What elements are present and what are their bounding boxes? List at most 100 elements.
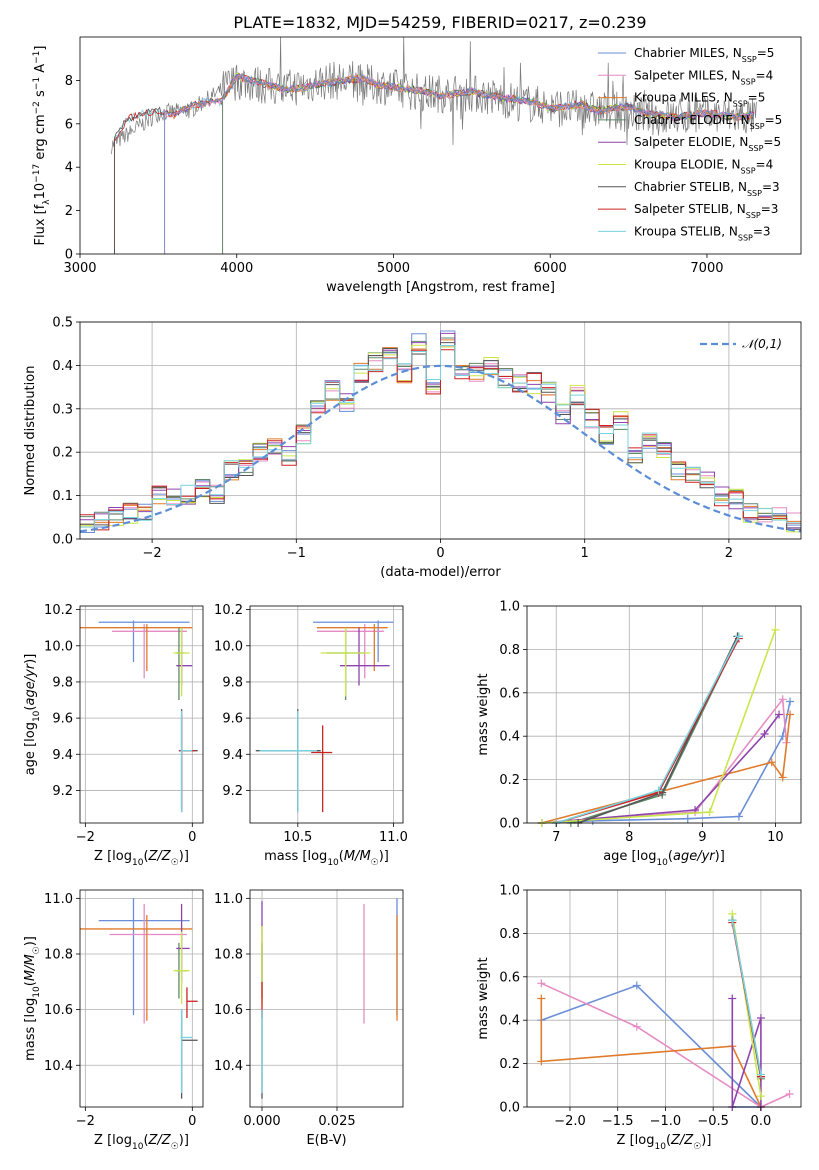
- point-kroupa-stelib: [259, 710, 317, 813]
- residuals-panel: −2 −1 0 1 2 0.0 0.1 0.2 0.3 0.4 0.5 (data-model)/er…: [23, 316, 802, 580]
- x-tick-label: 0.000: [243, 1114, 280, 1129]
- series-salpeter-elodie: [537, 710, 784, 827]
- age_vs_Z-panel: −2 0 9.2 9.4 9.6 9.8 10.0 10.2 Z [log10(Z/Z☉)] ag…: [23, 603, 204, 868]
- series-marker: [786, 697, 795, 706]
- series-kroupa-miles: [537, 710, 795, 827]
- series-marker: [771, 625, 780, 634]
- y-tick-label: 0.3: [52, 402, 73, 417]
- y-tick-label: 0.2: [52, 446, 73, 461]
- point-kroupa-miles: [80, 915, 193, 1021]
- series-marker: [734, 812, 743, 821]
- age_vs_mass-grid: [250, 606, 403, 823]
- legend-entry: Kroupa ELODIE, NSSP=4: [634, 158, 773, 176]
- x-tick-label: −1.5: [602, 1114, 634, 1129]
- y-tick-label: 11.0: [214, 892, 243, 907]
- x-tick-label: 11.0: [379, 830, 408, 845]
- point-salpeter-miles: [112, 624, 187, 679]
- legend-entry: Salpeter STELIB, NSSP=3: [634, 202, 778, 220]
- observed-spectrum: [110, 37, 758, 155]
- spectrum-frame: [79, 36, 802, 255]
- x-tick-label: 1: [581, 546, 589, 561]
- y-tick-label: 0.8: [499, 927, 520, 942]
- legend-entry: Salpeter ELODIE, NSSP=5: [634, 135, 781, 153]
- figure-title: PLATE=1832, MJD=54259, FIBERID=0217, z=0…: [233, 13, 646, 32]
- y-tick-label: 2: [65, 204, 73, 219]
- series-marker: [537, 1057, 546, 1066]
- y-axis-label: age [log10(age/yr)]: [23, 654, 42, 776]
- y-tick-label: 10.4: [44, 1059, 73, 1074]
- y-tick-label: 0.4: [499, 1014, 520, 1029]
- y-tick-label: 9.6: [222, 712, 243, 727]
- y-tick-label: 10.2: [44, 603, 73, 618]
- y-tick-label: 10.8: [44, 947, 73, 962]
- y-tick-label: 10.2: [214, 603, 243, 618]
- x-axis-label: mass [log10(M/M☉)]: [264, 849, 389, 868]
- series-marker: [760, 730, 769, 739]
- series-line: [540, 998, 762, 1108]
- y-tick-label: 0.5: [52, 316, 73, 331]
- x-tick-label: 0.0: [751, 1114, 772, 1129]
- mass_vs_Z-panel: −2 0 10.4 10.6 10.8 11.0 Z [log10(Z/Z☉)] mass […: [23, 889, 204, 1152]
- series-salpeter-miles: [537, 695, 791, 827]
- mass_vs_ebv-frame: [249, 889, 404, 1108]
- mass_vs_Z-grid: [80, 890, 203, 1107]
- x-axis-label: Z [log10(Z/Z☉)]: [94, 849, 189, 868]
- x-axis-label: Z [log10(Z/Z☉)]: [94, 1133, 189, 1152]
- mass_vs_ebv-panel: 0.000 0.025 10.4 10.6 10.8 11.0 E(B-V): [214, 889, 404, 1148]
- x-tick-label: 10.5: [283, 830, 312, 845]
- series-marker: [756, 1070, 765, 1079]
- mw_vs_Z-panel: −2.0 −1.5 −1.0 −0.5 0.0 0.0 0.2 0.4 0.6 0.8 1.0 Z […: [476, 884, 802, 1152]
- x-axis-label: (data-model)/error: [380, 565, 501, 580]
- y-tick-label: 1.0: [499, 600, 520, 615]
- point-kroupa-stelib: [180, 710, 193, 813]
- point-kroupa-miles: [80, 624, 193, 672]
- y-tick-label: 9.6: [52, 712, 73, 727]
- y-tick-label: 0.0: [52, 533, 73, 548]
- mass_vs_Z-marks: [80, 898, 198, 1099]
- y-tick-label: 0.0: [499, 817, 520, 832]
- series-marker: [705, 808, 714, 817]
- y-tick-label: 10.6: [44, 1003, 73, 1018]
- series-chabrier-elodie: [566, 632, 743, 827]
- series-line: [541, 697, 788, 824]
- x-axis-label: age [log10(age/yr)]: [603, 849, 725, 868]
- legend-entry: Chabrier STELIB, NSSP=3: [634, 180, 780, 198]
- x-tick-label: 0: [188, 1114, 196, 1129]
- y-tick-label: 0.8: [499, 643, 520, 658]
- x-tick-label: 7000: [690, 261, 723, 276]
- series-marker: [778, 773, 787, 782]
- point-chabrier-stelib: [180, 1009, 198, 1099]
- series-marker: [537, 994, 546, 1003]
- y-tick-label: 10.4: [214, 1059, 243, 1074]
- series-marker: [756, 1092, 765, 1101]
- x-tick-label: −1.0: [650, 1114, 682, 1129]
- x-tick-label: 4000: [220, 261, 253, 276]
- x-tick-label: 0: [188, 830, 196, 845]
- series-line: [541, 714, 780, 824]
- x-tick-label: 6000: [534, 261, 567, 276]
- legend-entry: 𝒩(0,1): [742, 337, 782, 351]
- y-tick-label: 0.4: [499, 730, 520, 745]
- series-line: [555, 638, 740, 824]
- point-salpeter-miles: [316, 624, 384, 679]
- series-marker: [632, 1022, 641, 1031]
- y-axis-label: Normed distribution: [23, 366, 38, 496]
- y-axis-label: mass [log10(M/M☉)]: [23, 936, 42, 1061]
- series-marker: [756, 1014, 765, 1023]
- y-axis-label: mass weight: [476, 673, 491, 755]
- series-line: [731, 920, 762, 1075]
- y-tick-label: 9.8: [222, 675, 243, 690]
- x-tick-label: −1: [287, 546, 306, 561]
- x-tick-label: 9: [698, 830, 706, 845]
- point-salpeter-miles: [109, 903, 187, 1024]
- histogram-kroupa-stelib: [80, 345, 801, 528]
- y-tick-label: 0.6: [499, 686, 520, 701]
- y-tick-label: 9.2: [222, 784, 243, 799]
- series-marker: [786, 710, 795, 719]
- y-tick-label: 9.8: [52, 675, 73, 690]
- point-kroupa-elodie: [173, 931, 190, 1005]
- y-tick-label: 1.0: [499, 884, 520, 899]
- residuals-frame: [79, 321, 802, 540]
- point-kroupa-elodie: [320, 627, 371, 697]
- point-kroupa-stelib: [180, 1009, 193, 1094]
